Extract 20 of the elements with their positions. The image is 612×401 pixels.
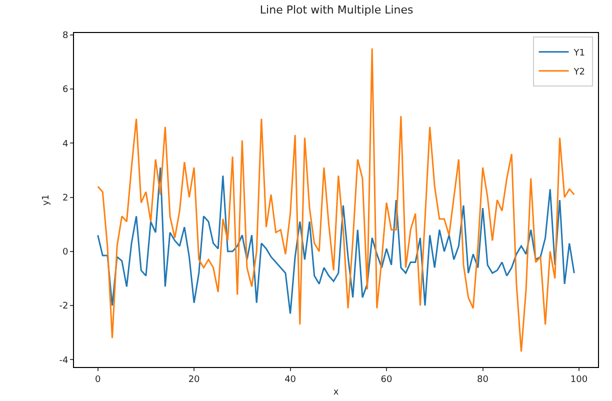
y-axis-title: y1 [42,194,52,206]
legend-label: Y2 [572,67,585,78]
y-tick-label: -2 [59,302,68,312]
x-tick-label: 20 [188,374,200,385]
line-series [97,166,575,314]
chart-title: Line Plot with Multiple Lines [260,4,414,17]
line-series [97,48,575,352]
x-tick-label: 100 [570,374,588,385]
y-tick-label: 2 [62,193,68,204]
x-tick-label: 40 [284,374,296,385]
x-tick-label: 60 [380,374,393,385]
x-axis-title: x [333,388,340,398]
y-tick-label: -4 [59,356,68,366]
legend-label: Y1 [572,48,585,58]
x-tick-label: 80 [477,374,489,385]
x-tick-label: 0 [94,374,101,385]
y-tick-label: 0 [62,248,68,258]
y-tick-label: 4 [62,139,68,150]
y-tick-label: 8 [62,31,68,42]
y-tick-label: 6 [62,85,68,96]
